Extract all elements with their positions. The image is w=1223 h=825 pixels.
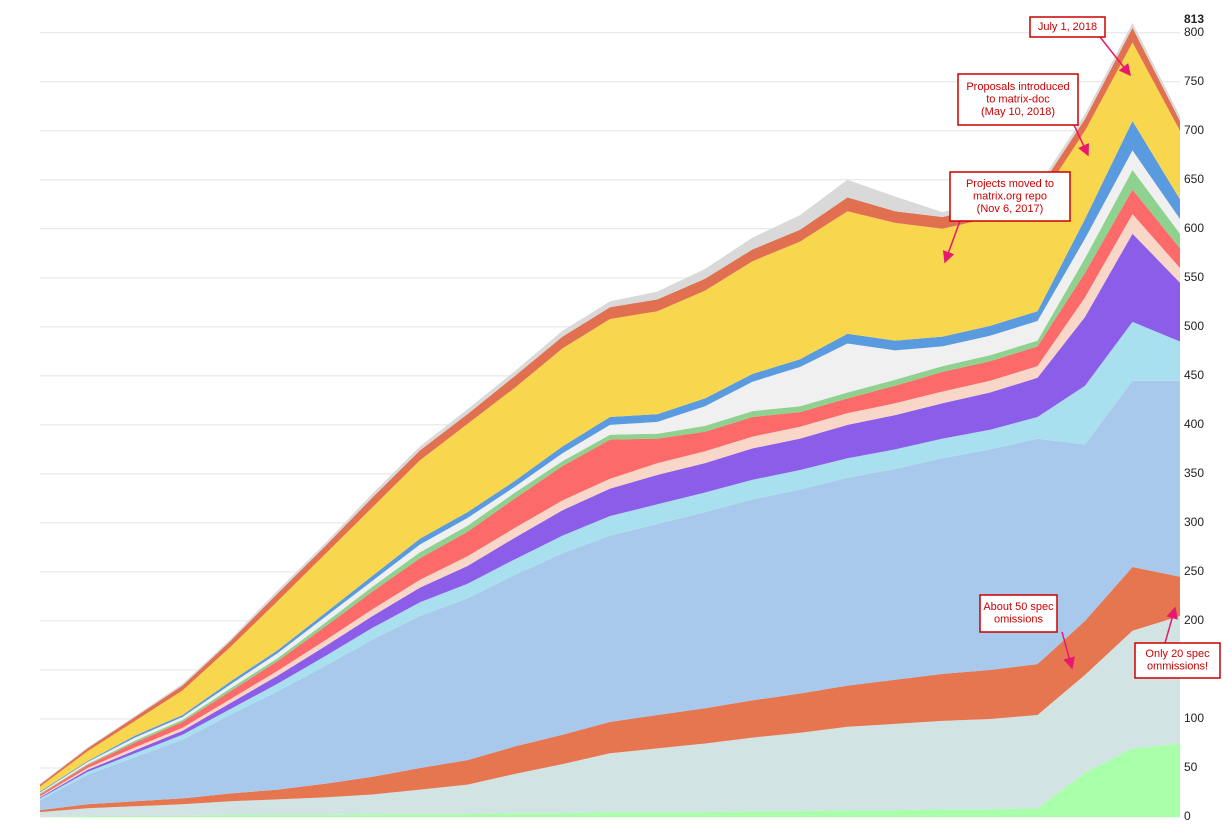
annotation-box (949, 171, 1071, 222)
y-tick-label: 100 (1184, 711, 1204, 725)
area (40, 380, 1180, 811)
y-tick-label: 700 (1184, 123, 1204, 137)
area (40, 743, 1180, 817)
y-tick-label: 500 (1184, 319, 1204, 333)
y-max-label: 813 (1184, 12, 1204, 26)
annotation-text: Only 20 spec (1145, 648, 1210, 660)
annotation-text: (Nov 6, 2017) (977, 203, 1044, 215)
y-tick-label: 800 (1184, 25, 1204, 39)
annotation-arrow (1164, 606, 1178, 644)
y-tick-label: 650 (1184, 172, 1204, 186)
area (40, 616, 1180, 817)
annotation-box (1029, 16, 1106, 38)
y-tick-label: 50 (1184, 760, 1198, 774)
area (40, 27, 1180, 787)
areas (40, 22, 1180, 817)
annotation-text: omissions (994, 614, 1043, 626)
annotation-text: Proposals introduced (966, 81, 1069, 93)
y-tick-label: 300 (1184, 515, 1204, 529)
annotation-box (979, 594, 1058, 633)
area (40, 42, 1180, 792)
area (40, 567, 1180, 813)
annotation-box (957, 73, 1079, 126)
y-tick-label: 750 (1184, 74, 1204, 88)
annotation-text: Projects moved to (966, 178, 1054, 190)
y-axis: 0501001502002503003504004505005506006507… (1184, 12, 1204, 823)
annotation-text: July 1, 2018 (1038, 21, 1097, 33)
annotation-box (1134, 642, 1221, 679)
y-tick-label: 600 (1184, 221, 1204, 235)
y-tick-label: 0 (1184, 809, 1191, 823)
annotation-text: (May 10, 2018) (981, 106, 1055, 118)
y-tick-label: 350 (1184, 466, 1204, 480)
y-tick-label: 450 (1184, 368, 1204, 382)
annotation-arrow (1099, 36, 1131, 77)
y-tick-label: 250 (1184, 564, 1204, 578)
annotation-text: ommissions! (1147, 661, 1208, 673)
y-tick-label: 200 (1184, 613, 1204, 627)
y-tick-label: 550 (1184, 270, 1204, 284)
annotation-text: matrix.org repo (973, 190, 1047, 202)
annotation-text: to matrix-doc (986, 93, 1050, 105)
y-tick-label: 400 (1184, 417, 1204, 431)
annotation-arrow (1073, 124, 1089, 157)
annotation-arrow (942, 220, 961, 264)
annotation-text: About 50 spec (983, 601, 1054, 613)
annotation-arrow (1061, 631, 1075, 670)
area (40, 189, 1180, 797)
